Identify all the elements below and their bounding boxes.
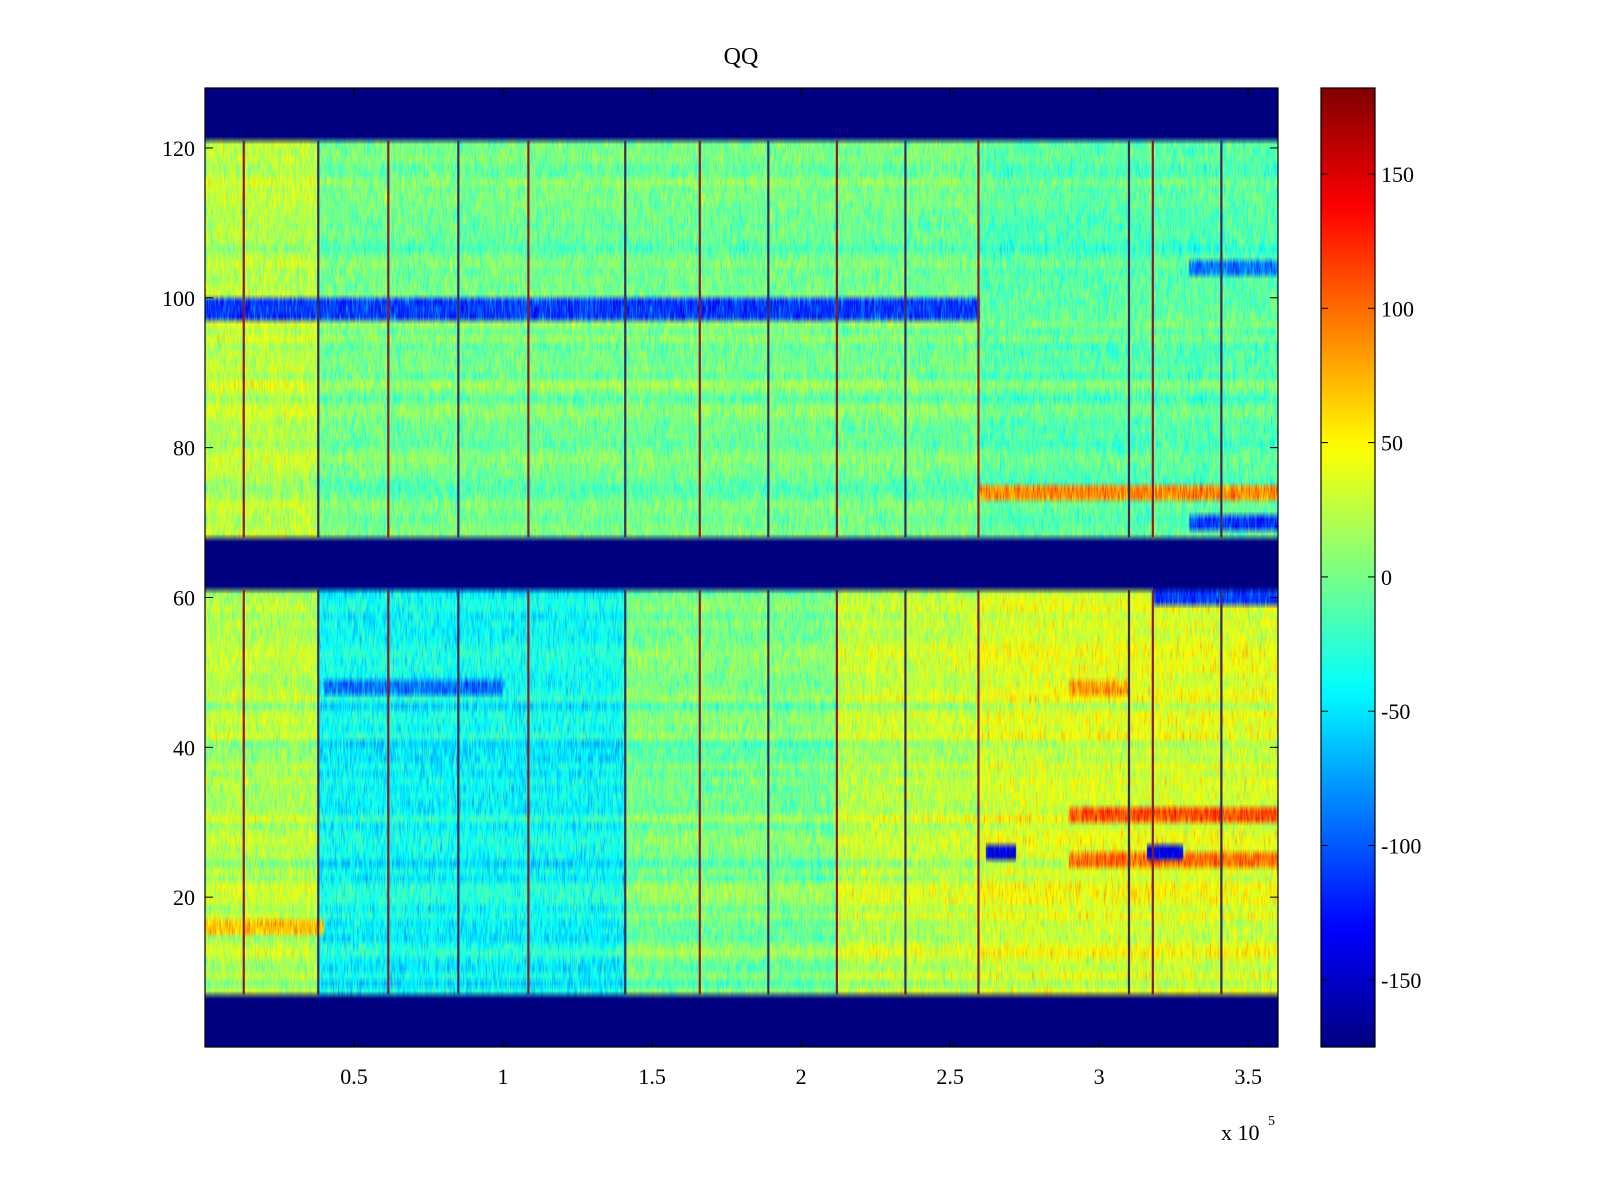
x-axis-multiplier-exponent: 5 <box>1268 1114 1275 1129</box>
chart-title: QQ <box>724 44 759 70</box>
y-tick-label: 20 <box>173 885 195 910</box>
y-tick-label: 120 <box>162 136 195 161</box>
y-tick-label: 100 <box>162 286 195 311</box>
x-axis-multiplier: x 10 <box>1221 1120 1260 1145</box>
x-axis: 0.5 1 1.5 2 2.5 3 3.5 <box>340 88 1262 1089</box>
colorbar-tick-label: 150 <box>1381 162 1414 187</box>
colorbar-tick-label: 50 <box>1381 431 1403 456</box>
plot-frame <box>204 87 1279 1048</box>
x-tick-label: 3 <box>1094 1064 1105 1089</box>
heatmap-cells <box>205 88 1278 1047</box>
y-axis: 20 40 60 80 100 120 <box>162 136 1278 910</box>
colorbar-axis: -150 -100 -50 0 50 100 150 <box>1321 162 1421 993</box>
y-tick-label: 40 <box>173 735 195 760</box>
colorbar-tick-label: -100 <box>1381 834 1421 859</box>
heatmap-overlays <box>242 140 1223 995</box>
colorbar-frame <box>1320 87 1376 1048</box>
colorbar-tick-label: -150 <box>1381 968 1421 993</box>
x-tick-label: 2 <box>796 1064 807 1089</box>
y-tick-label: 60 <box>173 585 195 610</box>
colorbar-tick-label: -50 <box>1381 699 1410 724</box>
x-tick-label: 1 <box>498 1064 509 1089</box>
x-tick-label: 3.5 <box>1234 1064 1262 1089</box>
colorbar-gradient <box>1321 88 1375 1047</box>
x-tick-label: 0.5 <box>340 1064 368 1089</box>
colorbar-tick-label: 100 <box>1381 296 1414 321</box>
x-tick-label: 2.5 <box>936 1064 964 1089</box>
colorbar-tick-label: 0 <box>1381 565 1392 590</box>
y-tick-label: 80 <box>173 436 195 461</box>
x-tick-label: 1.5 <box>638 1064 666 1089</box>
